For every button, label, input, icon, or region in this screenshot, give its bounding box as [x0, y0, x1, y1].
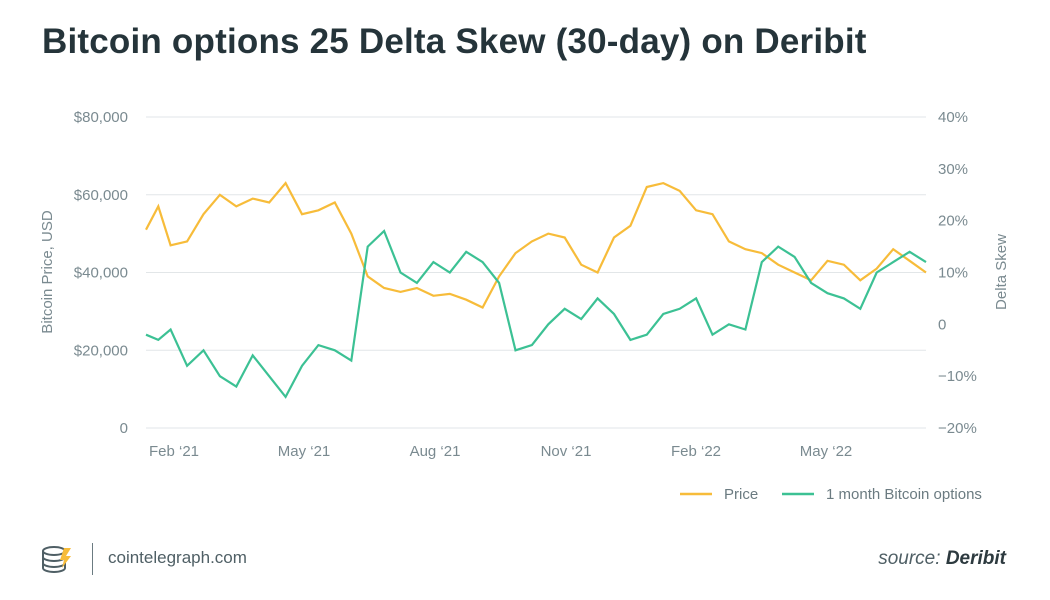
price-series-line — [145, 181, 927, 309]
right-tick-label: 30% — [938, 161, 968, 178]
x-tick-label: Feb ‘21 — [149, 443, 199, 460]
left-tick-label: $40,000 — [74, 265, 128, 282]
grid-lines — [146, 116, 926, 429]
right-tick-label: −10% — [938, 368, 977, 385]
x-tick-label: May ‘21 — [278, 443, 331, 460]
x-tick-label: May ‘22 — [800, 443, 853, 460]
legend: Price 1 month Bitcoin options — [680, 486, 982, 503]
left-tick-label: 0 — [120, 420, 128, 437]
legend-skew-label: 1 month Bitcoin options — [826, 486, 982, 503]
skew-series-line — [145, 229, 927, 399]
x-tick-label: Aug ‘21 — [410, 443, 461, 460]
right-tick-label: 20% — [938, 213, 968, 230]
chart-title: Bitcoin options 25 Delta Skew (30-day) o… — [42, 22, 867, 61]
footer-source-name: Deribit — [945, 548, 1006, 569]
left-axis-ticks: 0 $20,000 $40,000 $60,000 $80,000 — [74, 109, 128, 437]
left-tick-label: $60,000 — [74, 187, 128, 204]
cointelegraph-logo-icon — [42, 546, 71, 574]
right-tick-label: −20% — [938, 420, 977, 437]
footer-source: source: Deribit — [878, 548, 1006, 570]
x-axis-ticks: Feb ‘21 May ‘21 Aug ‘21 Nov ‘21 Feb ‘22 May ‘… — [149, 443, 852, 460]
right-tick-label: 0 — [938, 316, 946, 333]
legend-price-label: Price — [724, 486, 758, 503]
right-axis-ticks: −20% −10% 0 10% 20% 30% 40% — [938, 109, 977, 437]
left-axis-title: Bitcoin Price, USD — [39, 210, 56, 334]
footer-site-link[interactable]: cointelegraph.com — [108, 548, 247, 567]
footer-divider — [92, 543, 93, 575]
right-tick-label: 40% — [938, 109, 968, 126]
right-tick-label: 10% — [938, 265, 968, 282]
x-tick-label: Nov ‘21 — [541, 443, 592, 460]
right-axis-title: Delta Skew — [993, 234, 1010, 310]
left-tick-label: $20,000 — [74, 342, 128, 359]
left-tick-label: $80,000 — [74, 109, 128, 126]
x-tick-label: Feb ‘22 — [671, 443, 721, 460]
footer-source-prefix: source: — [878, 548, 941, 569]
